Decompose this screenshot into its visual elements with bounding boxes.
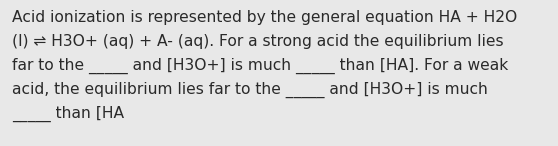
Text: far to the _____ and [H3O+] is much _____ than [HA]. For a weak: far to the _____ and [H3O+] is much ____… (12, 58, 508, 74)
Text: _____ than [HA: _____ than [HA (12, 106, 124, 122)
Text: Acid ionization is represented by the general equation HA + H2O: Acid ionization is represented by the ge… (12, 10, 517, 25)
Text: (l) ⇌ H3O+ (aq) + A- (aq). For a strong acid the equilibrium lies: (l) ⇌ H3O+ (aq) + A- (aq). For a strong … (12, 34, 504, 49)
Text: acid, the equilibrium lies far to the _____ and [H3O+] is much: acid, the equilibrium lies far to the __… (12, 82, 488, 98)
